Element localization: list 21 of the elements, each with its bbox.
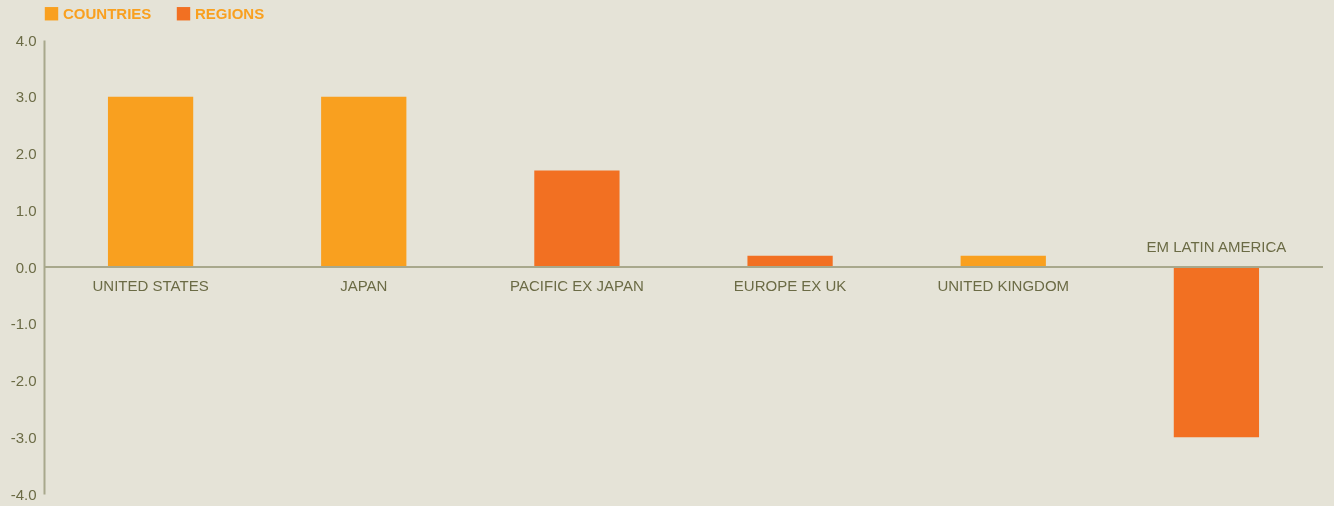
legend-label: COUNTRIES: [63, 4, 152, 22]
y-tick-label: -3.0: [10, 428, 37, 446]
y-tick-label: -1.0: [10, 315, 37, 333]
bar: [1173, 267, 1260, 438]
y-tick-label: 3.0: [15, 88, 37, 106]
x-tick-label: EUROPE EX UK: [733, 277, 847, 294]
y-tick-label: -2.0: [10, 372, 37, 389]
bar: [107, 96, 194, 267]
bar: [534, 170, 620, 267]
y-tick-label: -4.0: [10, 485, 37, 503]
bar: [321, 96, 407, 267]
y-tick-label: 1.0: [15, 201, 37, 219]
y-tick-label: 4.0: [15, 31, 37, 49]
x-tick-label: UNITED STATES: [92, 277, 209, 294]
y-tick-label: 2.0: [15, 145, 37, 162]
x-tick-label: EM LATIN AMERICA: [1146, 238, 1287, 255]
x-tick-label: UNITED KINGDOM: [937, 277, 1070, 294]
y-tick-label: 0.0: [15, 258, 37, 276]
x-tick-label: PACIFIC EX JAPAN: [510, 277, 644, 294]
legend-label: REGIONS: [195, 4, 265, 22]
x-tick-label: JAPAN: [340, 277, 388, 294]
